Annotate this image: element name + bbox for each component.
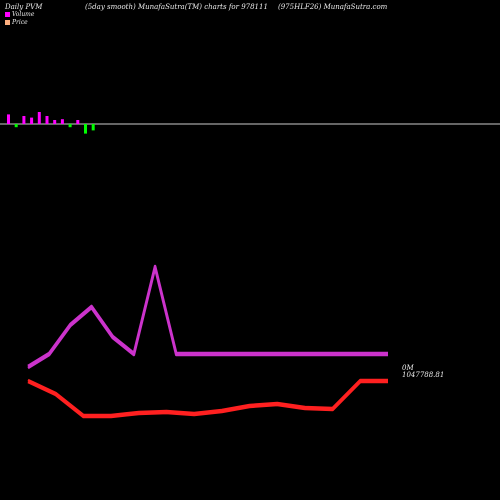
price-line	[27, 378, 388, 417]
legend-price-swatch	[5, 20, 10, 25]
pvm-bar	[68, 124, 72, 128]
pvm-bar	[14, 124, 18, 128]
volume-line-shadow	[27, 266, 388, 370]
pvm-bar	[45, 116, 49, 124]
chart-title-right: (975HLF26) MunafaSutra.com	[278, 3, 388, 11]
price-line-shadow	[27, 380, 388, 419]
price-value-label: 1047788.81	[402, 371, 445, 379]
legend-volume-swatch	[5, 12, 10, 17]
pvm-bar	[7, 114, 10, 124]
pvm-bar	[53, 120, 57, 124]
chart-title-middle: (5day smooth) MunafaSutra(TM) charts for…	[85, 3, 268, 11]
pvm-bar	[22, 116, 26, 124]
chart-title-left: Daily PVM	[5, 3, 43, 11]
pvm-bar	[84, 124, 87, 134]
volume-value-label: 0M	[402, 364, 414, 372]
volume-line	[27, 264, 388, 368]
pvm-bar	[91, 124, 95, 131]
pvm-bar	[30, 117, 34, 124]
legend-price-label: Price	[12, 19, 28, 26]
legend-volume: Volume	[5, 11, 34, 18]
pvm-bar	[37, 112, 41, 124]
legend-volume-label: Volume	[12, 11, 35, 18]
pvm-bar	[60, 119, 64, 124]
legend-price: Price	[5, 19, 28, 26]
pvm-bar	[76, 120, 80, 124]
